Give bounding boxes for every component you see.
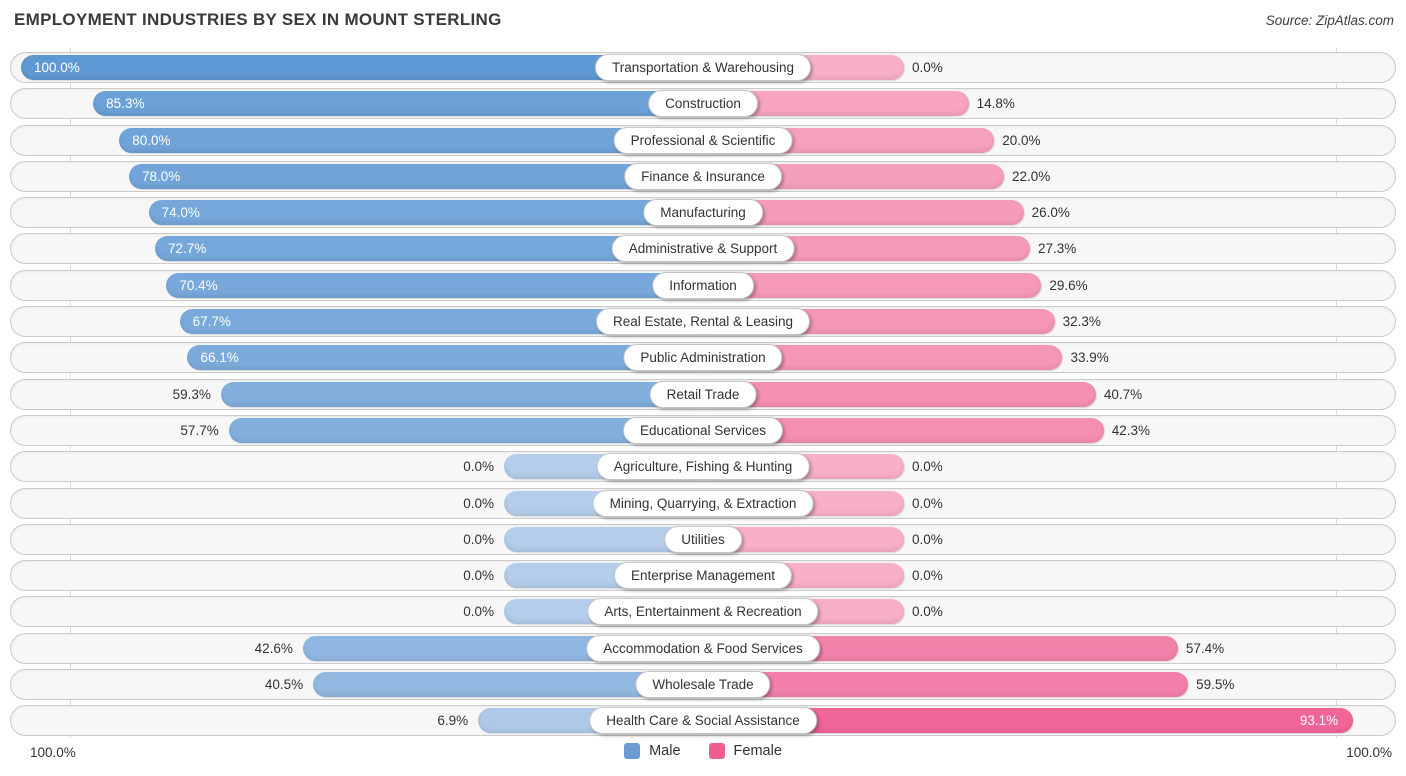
category-label: Arts, Entertainment & Recreation <box>587 598 819 626</box>
male-value: 6.9% <box>437 713 469 729</box>
chart-footer: 100.0% Male Female 100.0% <box>0 741 1406 769</box>
industry-row: Transportation & Warehousing 100.0% 0.0% <box>10 52 1396 83</box>
industry-row: Real Estate, Rental & Leasing 67.7% 32.3% <box>10 306 1396 338</box>
category-label: Information <box>652 271 754 299</box>
male-value: 78.0% <box>142 168 181 184</box>
female-value: 57.4% <box>1185 640 1225 656</box>
male-value: 100.0% <box>34 60 80 75</box>
category-label: Enterprise Management <box>613 562 793 590</box>
male-value: 80.0% <box>132 132 171 148</box>
industry-row: Information 70.4% 29.6% <box>10 269 1396 301</box>
male-bar <box>119 127 704 153</box>
source-credit: Source: ZipAtlas.com <box>1265 13 1394 28</box>
male-value: 0.0% <box>463 568 494 584</box>
industry-row: Public Administration 66.1% 33.9% <box>10 342 1396 374</box>
male-bar <box>93 91 704 117</box>
legend: Male Female <box>0 743 1406 759</box>
legend-male-swatch <box>624 743 641 759</box>
male-value: 40.5% <box>264 677 304 693</box>
male-value: 0.0% <box>463 459 494 475</box>
female-value: 93.1% <box>1299 713 1339 729</box>
female-value: 0.0% <box>912 568 943 584</box>
male-bar <box>148 200 704 226</box>
industry-row: Construction 85.3% 14.8% <box>10 88 1396 120</box>
male-value: 66.1% <box>200 350 239 366</box>
category-label: Wholesale Trade <box>635 671 771 699</box>
category-label: Educational Services <box>622 416 784 444</box>
category-label: Professional & Scientific <box>613 126 793 154</box>
female-bar <box>704 272 1042 298</box>
female-value: 0.0% <box>912 459 943 475</box>
industry-row: Administrative & Support 72.7% 27.3% <box>10 233 1396 265</box>
bar-rows-container: Transportation & Warehousing 100.0% 0.0% Co… <box>10 52 1396 742</box>
male-value: 42.6% <box>254 640 293 656</box>
industry-row: Professional & Scientific 80.0% 20.0% <box>10 124 1396 156</box>
industry-row: Retail Trade 59.3% 40.7% <box>10 378 1396 410</box>
female-value: 0.0% <box>912 531 943 547</box>
male-value: 85.3% <box>106 96 145 112</box>
female-bar <box>704 672 1189 698</box>
female-value: 33.9% <box>1070 350 1109 366</box>
chart-title: EMPLOYMENT INDUSTRIES BY SEX IN MOUNT ST… <box>14 10 502 29</box>
category-label: Public Administration <box>623 344 783 372</box>
male-value: 67.7% <box>192 314 231 330</box>
female-value: 29.6% <box>1049 277 1088 293</box>
female-value: 20.0% <box>1002 132 1041 148</box>
category-label: Mining, Quarrying, & Extraction <box>592 489 814 517</box>
female-value: 27.3% <box>1038 241 1077 257</box>
male-value: 57.7% <box>180 422 219 438</box>
industry-row: Enterprise Management 0.0% 0.0% <box>10 560 1396 592</box>
legend-female-label: Female <box>733 743 782 759</box>
male-bar <box>166 272 704 298</box>
female-value: 26.0% <box>1031 205 1070 221</box>
female-value: 42.3% <box>1111 422 1150 438</box>
industry-row: Wholesale Trade 40.5% 59.5% <box>10 669 1396 701</box>
male-value: 70.4% <box>179 277 218 293</box>
female-bar <box>704 381 1096 407</box>
male-value: 0.0% <box>463 531 494 547</box>
female-value: 22.0% <box>1012 168 1051 184</box>
female-value: 40.7% <box>1103 386 1143 402</box>
male-value: 0.0% <box>463 495 494 511</box>
category-label: Utilities <box>664 525 742 553</box>
legend-male-label: Male <box>649 743 681 759</box>
male-value: 72.7% <box>168 241 207 257</box>
male-bar <box>187 345 704 371</box>
male-value: 74.0% <box>161 205 200 221</box>
female-value: 14.8% <box>976 96 1015 112</box>
female-value: 59.5% <box>1196 677 1235 693</box>
industry-row: Manufacturing 74.0% 26.0% <box>10 197 1396 229</box>
legend-female-swatch <box>708 743 725 759</box>
category-label: Finance & Insurance <box>624 162 782 190</box>
category-label: Administrative & Support <box>611 235 795 263</box>
industry-row: Finance & Insurance 78.0% 22.0% <box>10 160 1396 192</box>
industry-row: Mining, Quarrying, & Extraction 0.0% 0.0% <box>10 487 1396 519</box>
male-bar <box>21 55 704 80</box>
x-axis-max-right: 100.0% <box>1346 745 1392 760</box>
category-label: Accommodation & Food Services <box>586 634 820 662</box>
category-label: Manufacturing <box>643 199 763 227</box>
male-bar <box>129 163 704 189</box>
category-label: Transportation & Warehousing <box>594 54 812 81</box>
category-label: Retail Trade <box>649 380 757 408</box>
category-label: Agriculture, Fishing & Hunting <box>596 453 810 481</box>
industry-row: Agriculture, Fishing & Hunting 0.0% 0.0% <box>10 451 1396 483</box>
industry-row: Educational Services 57.7% 42.3% <box>10 414 1396 446</box>
female-value: 0.0% <box>912 60 943 75</box>
industry-row: Health Care & Social Assistance 6.9% 93.1% <box>10 705 1396 737</box>
male-value: 0.0% <box>463 604 494 620</box>
female-value: 32.3% <box>1062 314 1101 330</box>
industry-row: Accommodation & Food Services 42.6% 57.4% <box>10 632 1396 664</box>
male-value: 59.3% <box>172 386 211 402</box>
industry-row: Arts, Entertainment & Recreation 0.0% 0.0% <box>10 596 1396 628</box>
female-value: 0.0% <box>912 495 943 511</box>
male-bar <box>220 381 704 407</box>
x-axis-max-left: 100.0% <box>30 745 76 760</box>
category-label: Health Care & Social Assistance <box>589 707 817 735</box>
category-label: Construction <box>648 90 758 118</box>
category-label: Real Estate, Rental & Leasing <box>595 308 811 336</box>
industry-row: Utilities 0.0% 0.0% <box>10 523 1396 555</box>
female-value: 0.0% <box>912 604 943 620</box>
